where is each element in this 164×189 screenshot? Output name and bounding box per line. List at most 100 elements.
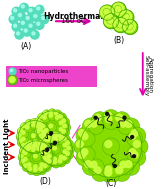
Circle shape (124, 23, 126, 25)
Circle shape (127, 11, 129, 13)
Circle shape (119, 3, 121, 5)
Circle shape (65, 145, 74, 154)
Circle shape (106, 112, 109, 115)
Circle shape (127, 131, 143, 147)
Circle shape (109, 25, 111, 27)
Circle shape (14, 78, 15, 79)
Circle shape (57, 133, 67, 142)
Circle shape (121, 19, 125, 23)
Circle shape (125, 14, 130, 18)
Circle shape (82, 133, 88, 140)
Circle shape (28, 167, 32, 171)
Circle shape (12, 79, 15, 82)
Circle shape (47, 133, 51, 137)
Circle shape (35, 128, 44, 137)
Circle shape (39, 167, 42, 171)
Circle shape (20, 20, 29, 29)
Circle shape (26, 162, 35, 170)
Circle shape (91, 112, 109, 129)
Circle shape (129, 127, 146, 144)
Circle shape (108, 19, 109, 21)
Circle shape (108, 11, 109, 12)
Circle shape (119, 10, 134, 25)
Circle shape (11, 77, 12, 78)
Circle shape (120, 28, 125, 32)
Circle shape (59, 121, 63, 125)
Circle shape (20, 141, 53, 174)
Circle shape (14, 79, 16, 81)
Circle shape (46, 153, 55, 162)
Circle shape (43, 156, 47, 160)
Circle shape (11, 79, 14, 81)
Circle shape (128, 25, 132, 29)
Circle shape (130, 18, 132, 20)
Circle shape (82, 158, 99, 175)
Circle shape (123, 15, 127, 19)
Circle shape (112, 9, 116, 14)
Circle shape (48, 123, 57, 132)
Circle shape (38, 139, 48, 149)
Circle shape (119, 24, 121, 25)
Circle shape (66, 152, 69, 155)
Circle shape (130, 15, 134, 19)
Circle shape (13, 80, 16, 82)
Circle shape (11, 78, 13, 81)
Circle shape (129, 28, 130, 29)
Circle shape (9, 79, 11, 81)
Circle shape (114, 3, 119, 7)
Circle shape (109, 24, 113, 29)
Circle shape (22, 144, 25, 147)
Circle shape (122, 20, 126, 24)
Circle shape (63, 136, 66, 140)
Circle shape (49, 124, 52, 128)
Circle shape (94, 114, 101, 121)
Circle shape (103, 15, 107, 20)
Circle shape (91, 121, 97, 127)
Circle shape (64, 150, 73, 160)
Circle shape (12, 78, 13, 79)
Circle shape (113, 12, 115, 14)
Circle shape (46, 159, 50, 163)
Circle shape (128, 30, 132, 34)
Circle shape (25, 15, 33, 24)
Circle shape (38, 125, 41, 129)
Circle shape (111, 9, 112, 11)
Circle shape (91, 164, 109, 182)
Circle shape (32, 13, 41, 22)
Circle shape (126, 30, 130, 34)
Circle shape (113, 25, 118, 29)
Circle shape (130, 24, 134, 28)
Circle shape (107, 11, 111, 15)
Circle shape (130, 27, 132, 29)
Circle shape (109, 14, 111, 16)
Circle shape (24, 124, 33, 133)
Circle shape (18, 134, 21, 137)
Circle shape (105, 16, 109, 20)
Circle shape (120, 24, 124, 28)
Circle shape (126, 20, 130, 24)
Circle shape (13, 77, 14, 78)
Circle shape (120, 22, 124, 26)
Circle shape (9, 78, 12, 81)
Circle shape (106, 16, 107, 18)
Circle shape (123, 16, 127, 20)
Circle shape (125, 161, 132, 168)
Circle shape (111, 24, 115, 28)
Circle shape (105, 15, 109, 20)
Circle shape (124, 29, 129, 33)
Circle shape (129, 133, 136, 140)
Circle shape (113, 11, 117, 15)
Circle shape (110, 22, 111, 23)
Circle shape (14, 24, 17, 27)
Circle shape (33, 140, 37, 144)
Circle shape (121, 23, 123, 25)
Circle shape (88, 118, 104, 134)
Circle shape (42, 136, 51, 145)
Circle shape (106, 16, 107, 18)
Circle shape (25, 119, 34, 129)
Circle shape (60, 128, 70, 137)
Circle shape (126, 15, 130, 19)
Circle shape (120, 16, 121, 18)
Circle shape (59, 128, 63, 131)
Circle shape (38, 113, 47, 122)
